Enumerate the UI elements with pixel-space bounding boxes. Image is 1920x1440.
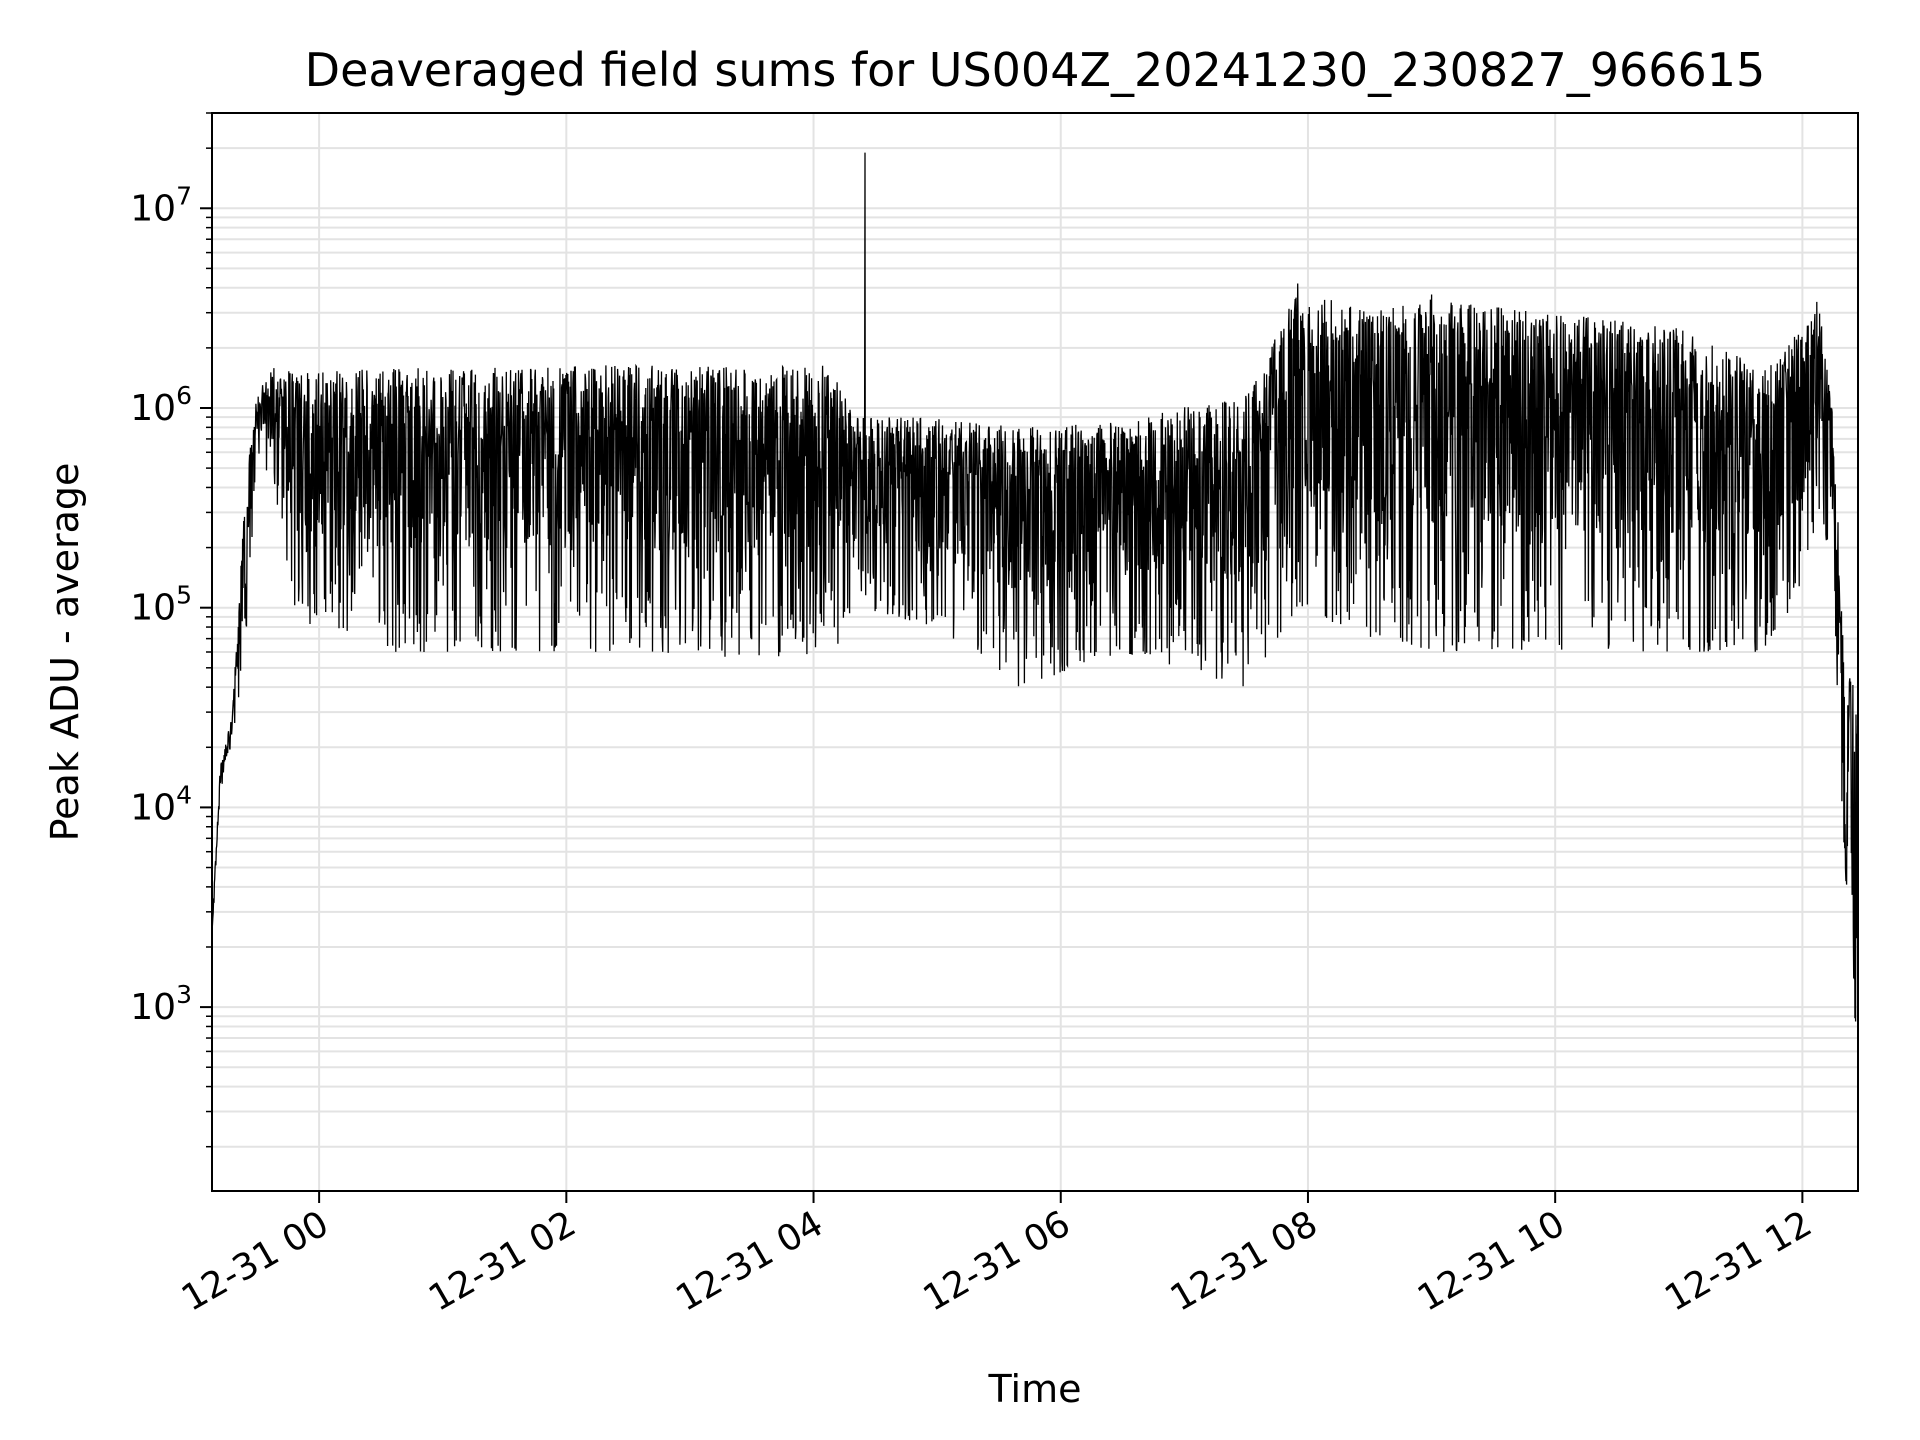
y-tick-label: 103 xyxy=(130,980,192,1028)
y-tick-label: 104 xyxy=(130,780,192,828)
chart-title: Deaveraged field sums for US004Z_2024123… xyxy=(305,43,1766,97)
y-tick-label: 107 xyxy=(130,181,192,229)
plot-data xyxy=(211,152,1859,1022)
y-tick-label: 106 xyxy=(130,381,192,429)
x-axis-title: Time xyxy=(988,1367,1082,1411)
y-axis-title: Peak ADU - average xyxy=(43,463,87,842)
series-line xyxy=(211,152,1859,1022)
y-tick-label: 105 xyxy=(130,581,192,629)
